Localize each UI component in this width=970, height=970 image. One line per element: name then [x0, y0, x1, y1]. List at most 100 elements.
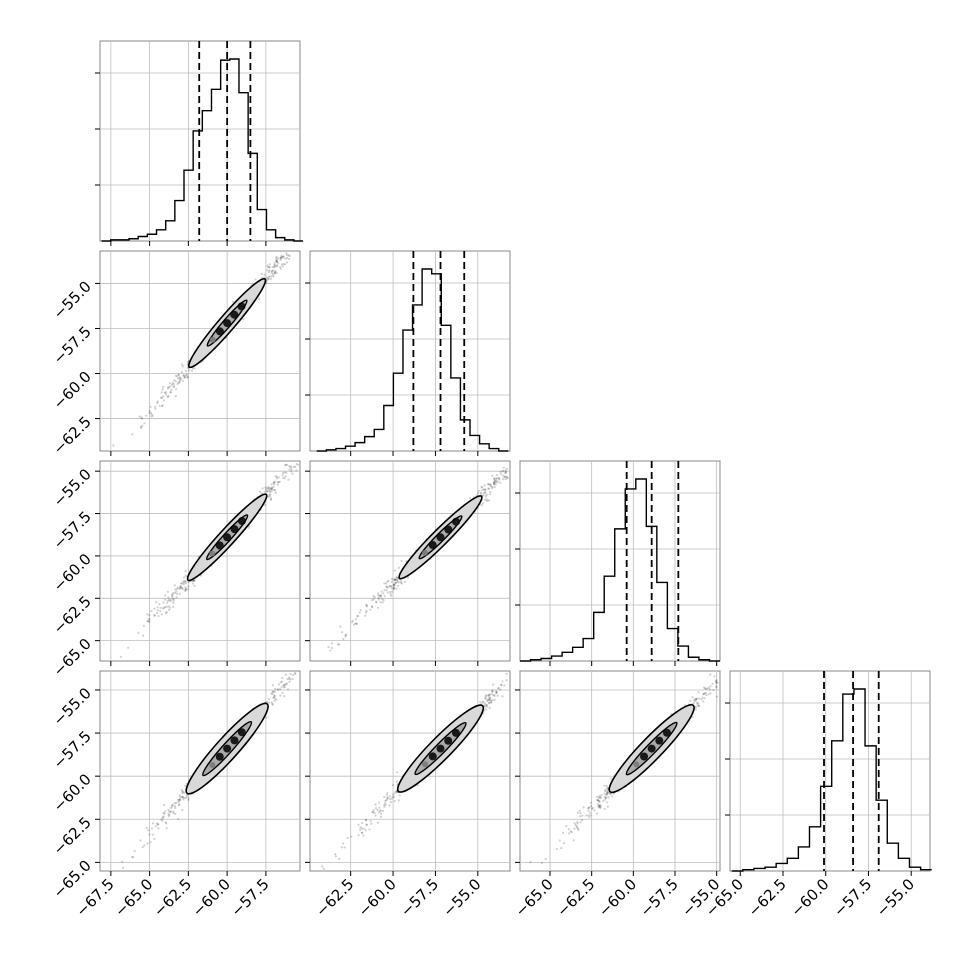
scatter-point	[560, 847, 563, 850]
scatter-point	[505, 475, 508, 478]
scatter-point	[487, 483, 490, 486]
scatter-point	[493, 481, 496, 485]
scatter-point	[191, 582, 194, 585]
scatter-point	[175, 596, 178, 599]
scatter-point	[487, 487, 490, 490]
scatter-point	[697, 697, 701, 700]
scatter-point	[392, 583, 395, 586]
scatter-point	[266, 488, 270, 491]
scatter-point	[156, 612, 159, 615]
scatter-point	[597, 804, 600, 808]
scatter-point	[162, 811, 165, 815]
scatter-point	[180, 582, 183, 585]
scatter-point	[505, 467, 508, 470]
scatter-point	[182, 374, 185, 377]
scatter-point	[389, 801, 392, 804]
density-peak-dot	[436, 533, 445, 542]
scatter-point	[576, 820, 579, 823]
scatter-point	[277, 257, 280, 260]
scatter-point	[493, 478, 496, 481]
scatter-point	[154, 825, 157, 828]
scatter-point	[188, 369, 191, 372]
histogram-step-line	[101, 58, 304, 242]
y-tick-label: −62.5	[50, 413, 95, 458]
scatter-point	[604, 790, 607, 793]
scatter-point	[373, 596, 376, 599]
scatter-point	[494, 483, 497, 486]
scatter-point	[491, 693, 494, 696]
scatter-point	[362, 827, 365, 830]
scatter-point	[143, 844, 146, 847]
density-peak-dot	[223, 744, 232, 753]
scatter-point	[715, 686, 718, 689]
scatter-point	[588, 815, 591, 819]
scatter-point	[394, 578, 397, 581]
scatter-point	[500, 683, 503, 687]
scatter-point	[390, 587, 393, 590]
scatter-point	[376, 808, 379, 812]
scatter-point	[490, 701, 493, 704]
scatter-point	[693, 698, 696, 701]
scatter-point	[266, 264, 269, 267]
scatter-point	[574, 824, 577, 827]
scatter-point	[330, 642, 333, 645]
scatter-point	[264, 486, 267, 489]
scatter-point	[168, 813, 171, 817]
scatter-point	[603, 792, 606, 795]
scatter-point	[387, 579, 390, 582]
scatter-point	[160, 613, 163, 616]
scatter-point	[173, 584, 176, 587]
scatter-point	[379, 601, 382, 604]
scatter-point	[379, 815, 382, 819]
panel-frame	[729, 670, 931, 872]
scatter-point	[275, 265, 278, 268]
scatter-point	[146, 842, 149, 845]
scatter-point	[344, 635, 347, 638]
scatter-point	[165, 612, 168, 615]
scatter-point	[275, 264, 279, 267]
scatter-point	[167, 812, 170, 815]
scatter-point	[169, 382, 172, 385]
scatter-point	[141, 846, 144, 849]
scatter-point	[258, 297, 261, 300]
scatter-point	[166, 599, 169, 603]
scatter-point	[277, 481, 280, 484]
density-peak-dot	[662, 728, 671, 737]
scatter-point	[496, 687, 500, 690]
density-peak-dot	[451, 728, 460, 737]
scatter-point	[290, 470, 293, 473]
scatter-point	[169, 810, 172, 813]
scatter-point	[272, 696, 276, 699]
scatter-point	[392, 587, 396, 590]
scatter-point	[169, 391, 172, 394]
scatter-point	[273, 261, 276, 264]
scatter-point	[173, 805, 176, 808]
scatter-point	[142, 624, 145, 627]
scatter-point	[384, 802, 387, 805]
scatter-point	[704, 691, 708, 695]
scatter-point	[270, 275, 273, 278]
scatter-point	[488, 706, 491, 710]
scatter-point	[176, 798, 179, 801]
scatter-point	[485, 708, 488, 711]
scatter-point	[282, 476, 285, 479]
scatter-point	[503, 684, 506, 687]
scatter-point	[284, 257, 287, 260]
scatter-point	[496, 694, 499, 697]
scatter-point	[172, 598, 176, 601]
scatter-point	[342, 637, 345, 641]
scatter-point	[285, 256, 289, 259]
scatter-point	[172, 592, 175, 595]
scatter-point	[500, 472, 503, 476]
scatter-point	[282, 683, 285, 687]
scatter-point	[179, 798, 182, 801]
scatter-point	[495, 477, 498, 480]
scatter-point	[164, 810, 167, 813]
scatter-point	[148, 409, 151, 412]
x-tick-label: −60.0	[189, 875, 234, 920]
scatter-point	[604, 788, 607, 791]
scatter-point	[595, 812, 599, 815]
scatter-point	[581, 818, 584, 822]
scatter-point	[579, 812, 582, 815]
scatter-point	[504, 469, 507, 472]
